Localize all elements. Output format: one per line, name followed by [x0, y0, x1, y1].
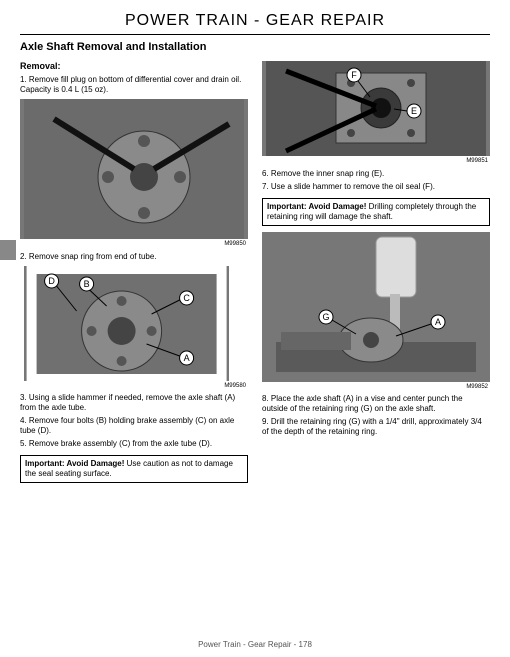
figure-1 — [20, 99, 248, 239]
step-7: 7. Use a slide hammer to remove the oil … — [262, 182, 490, 192]
step-2: 2. Remove snap ring from end of tube. — [20, 252, 248, 262]
caution-lead-2: Important: Avoid Damage! — [267, 202, 366, 211]
removal-heading: Removal: — [20, 61, 248, 72]
figure-2: A B C D — [24, 266, 229, 381]
step-9: 9. Drill the retaining ring (G) with a 1… — [262, 417, 490, 437]
figure-1-ref: M99850 — [20, 241, 246, 249]
callout-C: C — [183, 293, 190, 303]
left-column: Removal: 1. Remove fill plug on bottom o… — [20, 57, 248, 489]
step-3: 3. Using a slide hammer if needed, remov… — [20, 393, 248, 413]
callout-E: E — [411, 106, 417, 116]
figure-4: A G — [262, 232, 490, 382]
callout-D: D — [48, 276, 55, 286]
right-column: E F M99851 6. Remove the inner snap ring… — [262, 57, 490, 489]
callout-A2: A — [435, 317, 441, 327]
step-6: 6. Remove the inner snap ring (E). — [262, 169, 490, 179]
caution-lead-1: Important: Avoid Damage! — [25, 459, 124, 468]
page-tab — [0, 240, 16, 260]
callout-B: B — [84, 279, 90, 289]
caution-box-1: Important: Avoid Damage! Use caution as … — [20, 455, 248, 483]
page-content: POWER TRAIN - GEAR REPAIR Axle Shaft Rem… — [0, 0, 510, 489]
figure-3-ref: M99851 — [262, 158, 488, 166]
section-title: Axle Shaft Removal and Installation — [20, 41, 490, 53]
callout-A: A — [184, 353, 190, 363]
step-4: 4. Remove four bolts (B) holding brake a… — [20, 416, 248, 436]
caution-box-2: Important: Avoid Damage! Drilling comple… — [262, 198, 490, 226]
step-1: 1. Remove fill plug on bottom of differe… — [20, 75, 248, 95]
page-header: POWER TRAIN - GEAR REPAIR — [20, 12, 490, 35]
figure-4-ref: M99852 — [262, 384, 488, 392]
step-5: 5. Remove brake assembly (C) from the ax… — [20, 439, 248, 449]
figure-2-ref: M99580 — [20, 383, 246, 391]
figure-3: E F — [262, 61, 490, 156]
page-footer: Power Train - Gear Repair - 178 — [0, 640, 510, 649]
callout-F: F — [351, 70, 357, 80]
step-8: 8. Place the axle shaft (A) in a vise an… — [262, 394, 490, 414]
callout-G: G — [322, 312, 329, 322]
